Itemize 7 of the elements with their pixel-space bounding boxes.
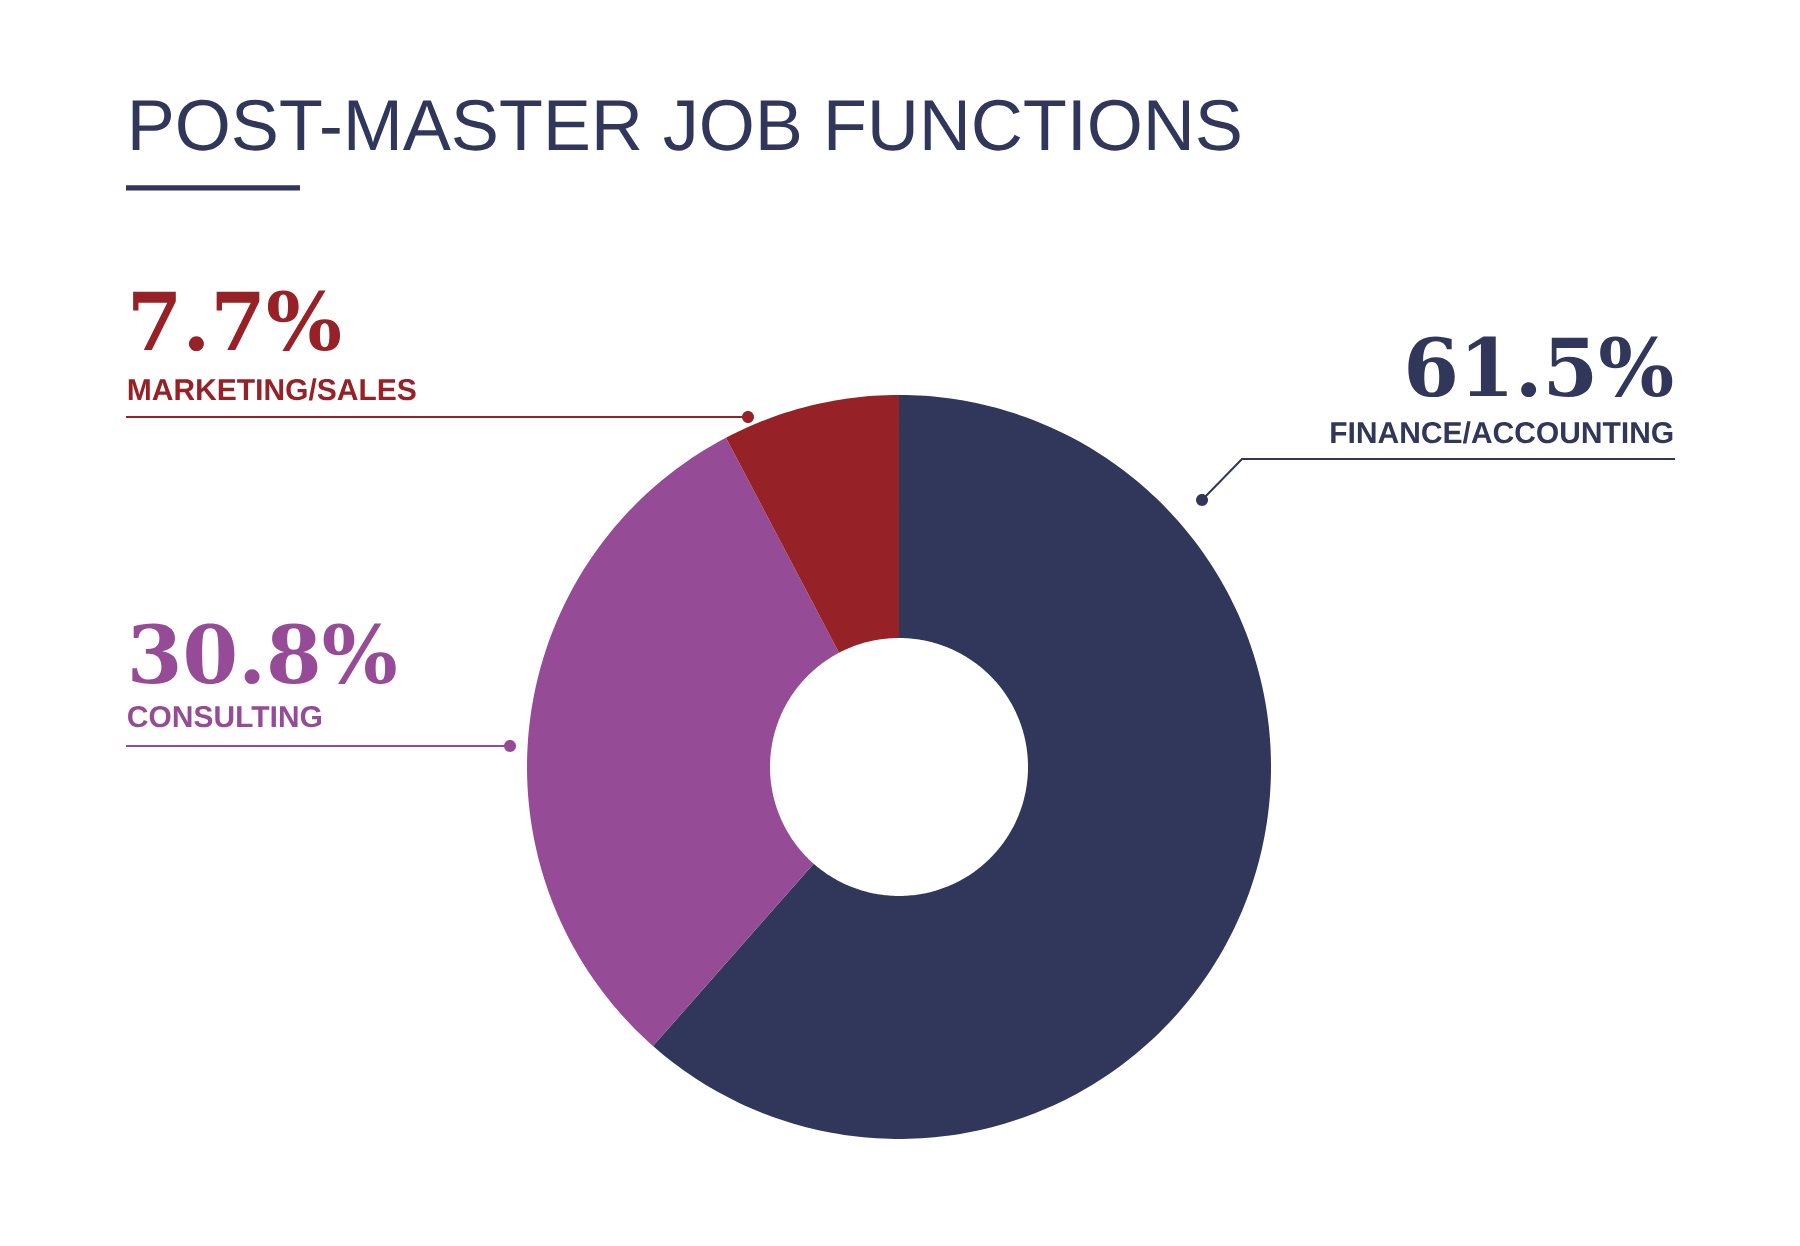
- slice-label: FINANCE/ACCOUNTING: [1331, 421, 1673, 444]
- chart-title: POST-MASTER JOB FUNCTIONS: [132, 99, 1240, 151]
- data-label: 61.5%: [1408, 336, 1673, 398]
- slice-label: MARKETING/SALES: [128, 378, 416, 401]
- slice-label: CONSULTING: [128, 706, 322, 728]
- data-label: 30.8%: [132, 623, 396, 685]
- data-label: 7.7%: [133, 290, 341, 352]
